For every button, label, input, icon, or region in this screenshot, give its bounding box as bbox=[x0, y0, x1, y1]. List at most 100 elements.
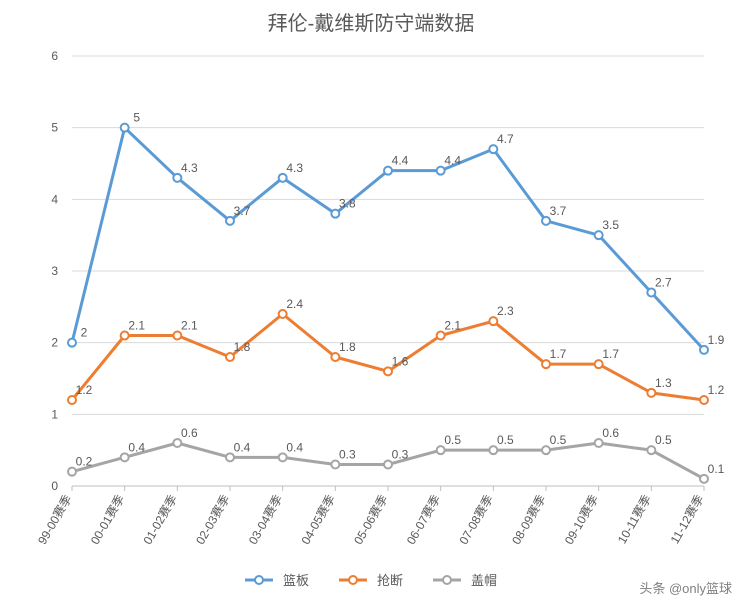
y-tick-label: 5 bbox=[51, 121, 58, 135]
series-marker bbox=[279, 310, 287, 318]
series-marker bbox=[489, 317, 497, 325]
series-marker bbox=[542, 360, 550, 368]
data-label: 3.5 bbox=[602, 218, 619, 232]
series-marker bbox=[331, 210, 339, 218]
x-tick-label: 99-00赛季 bbox=[34, 492, 74, 547]
chart-container: 拜伦-戴维斯防守端数据012345699-00赛季00-01赛季01-02赛季0… bbox=[0, 0, 742, 600]
series-marker bbox=[121, 453, 129, 461]
data-label: 0.4 bbox=[234, 440, 251, 454]
y-tick-label: 1 bbox=[51, 407, 58, 421]
x-tick-label: 07-08赛季 bbox=[456, 492, 496, 547]
series-line-篮板 bbox=[72, 128, 704, 350]
data-label: 4.3 bbox=[286, 161, 303, 175]
series-marker bbox=[331, 353, 339, 361]
data-label: 0.1 bbox=[708, 462, 725, 476]
legend-label: 篮板 bbox=[283, 573, 309, 588]
x-tick-label: 10-11赛季 bbox=[614, 492, 654, 546]
series-marker bbox=[647, 389, 655, 397]
series-marker bbox=[489, 145, 497, 153]
x-tick-label: 11-12赛季 bbox=[667, 492, 707, 546]
data-label: 2.3 bbox=[497, 304, 514, 318]
chart-title: 拜伦-戴维斯防守端数据 bbox=[268, 12, 475, 35]
data-label: 0.4 bbox=[128, 440, 145, 454]
legend-marker bbox=[443, 576, 451, 584]
watermark: 头条 @only篮球 bbox=[639, 581, 732, 596]
data-label: 1.6 bbox=[392, 354, 409, 368]
data-label: 1.3 bbox=[655, 376, 672, 390]
x-tick-label: 08-09赛季 bbox=[508, 492, 548, 547]
series-marker bbox=[279, 453, 287, 461]
series-marker bbox=[489, 446, 497, 454]
series-marker bbox=[68, 468, 76, 476]
series-marker bbox=[437, 332, 445, 340]
data-label: 1.2 bbox=[708, 383, 725, 397]
data-label: 1.8 bbox=[234, 340, 251, 354]
data-label: 1.7 bbox=[550, 347, 567, 361]
y-tick-label: 2 bbox=[51, 336, 58, 350]
data-label: 1.8 bbox=[339, 340, 356, 354]
series-marker bbox=[437, 167, 445, 175]
series-marker bbox=[384, 167, 392, 175]
x-tick-label: 09-10赛季 bbox=[561, 492, 601, 547]
x-tick-label: 03-04赛季 bbox=[245, 492, 285, 547]
series-marker bbox=[173, 439, 181, 447]
y-tick-label: 4 bbox=[51, 192, 58, 206]
data-label: 0.5 bbox=[550, 433, 567, 447]
data-label: 0.5 bbox=[444, 433, 461, 447]
series-marker bbox=[226, 217, 234, 225]
data-label: 0.4 bbox=[286, 440, 303, 454]
data-label: 1.9 bbox=[708, 333, 725, 347]
data-label: 2.1 bbox=[128, 319, 145, 333]
legend-marker bbox=[255, 576, 263, 584]
series-marker bbox=[437, 446, 445, 454]
legend-label: 抢断 bbox=[377, 573, 403, 588]
x-tick-label: 00-01赛季 bbox=[87, 492, 127, 547]
series-marker bbox=[595, 231, 603, 239]
series-marker bbox=[226, 453, 234, 461]
data-label: 3.8 bbox=[339, 197, 356, 211]
series-marker bbox=[121, 124, 129, 132]
data-label: 1.7 bbox=[602, 347, 619, 361]
series-marker bbox=[595, 360, 603, 368]
series-marker bbox=[647, 446, 655, 454]
data-label: 4.4 bbox=[392, 154, 409, 168]
chart-svg: 拜伦-戴维斯防守端数据012345699-00赛季00-01赛季01-02赛季0… bbox=[0, 0, 742, 600]
data-label: 2.4 bbox=[286, 297, 303, 311]
series-marker bbox=[384, 367, 392, 375]
data-label: 0.5 bbox=[497, 433, 514, 447]
series-marker bbox=[226, 353, 234, 361]
series-marker bbox=[68, 339, 76, 347]
series-marker bbox=[647, 289, 655, 297]
series-marker bbox=[173, 332, 181, 340]
data-label: 2.7 bbox=[655, 276, 672, 290]
x-tick-label: 06-07赛季 bbox=[403, 492, 443, 547]
series-marker bbox=[700, 396, 708, 404]
data-label: 0.3 bbox=[392, 448, 409, 462]
x-tick-label: 05-06赛季 bbox=[350, 492, 390, 547]
series-marker bbox=[542, 217, 550, 225]
legend-marker bbox=[349, 576, 357, 584]
series-marker bbox=[279, 174, 287, 182]
data-label: 4.3 bbox=[181, 161, 198, 175]
data-label: 0.6 bbox=[181, 426, 198, 440]
series-marker bbox=[173, 174, 181, 182]
data-label: 0.5 bbox=[655, 433, 672, 447]
y-tick-label: 3 bbox=[51, 264, 58, 278]
data-label: 3.7 bbox=[234, 204, 251, 218]
legend-label: 盖帽 bbox=[471, 573, 497, 588]
data-label: 4.4 bbox=[444, 154, 461, 168]
x-tick-label: 04-05赛季 bbox=[298, 492, 338, 547]
data-label: 0.6 bbox=[602, 426, 619, 440]
data-label: 4.7 bbox=[497, 132, 514, 146]
data-label: 1.2 bbox=[76, 383, 93, 397]
data-label: 0.3 bbox=[339, 448, 356, 462]
data-label: 2.1 bbox=[444, 319, 461, 333]
data-label: 2 bbox=[81, 326, 88, 340]
x-tick-label: 02-03赛季 bbox=[192, 492, 232, 547]
y-tick-label: 0 bbox=[51, 479, 58, 493]
y-tick-label: 6 bbox=[51, 49, 58, 63]
series-marker bbox=[700, 475, 708, 483]
series-marker bbox=[595, 439, 603, 447]
series-marker bbox=[68, 396, 76, 404]
series-marker bbox=[384, 461, 392, 469]
